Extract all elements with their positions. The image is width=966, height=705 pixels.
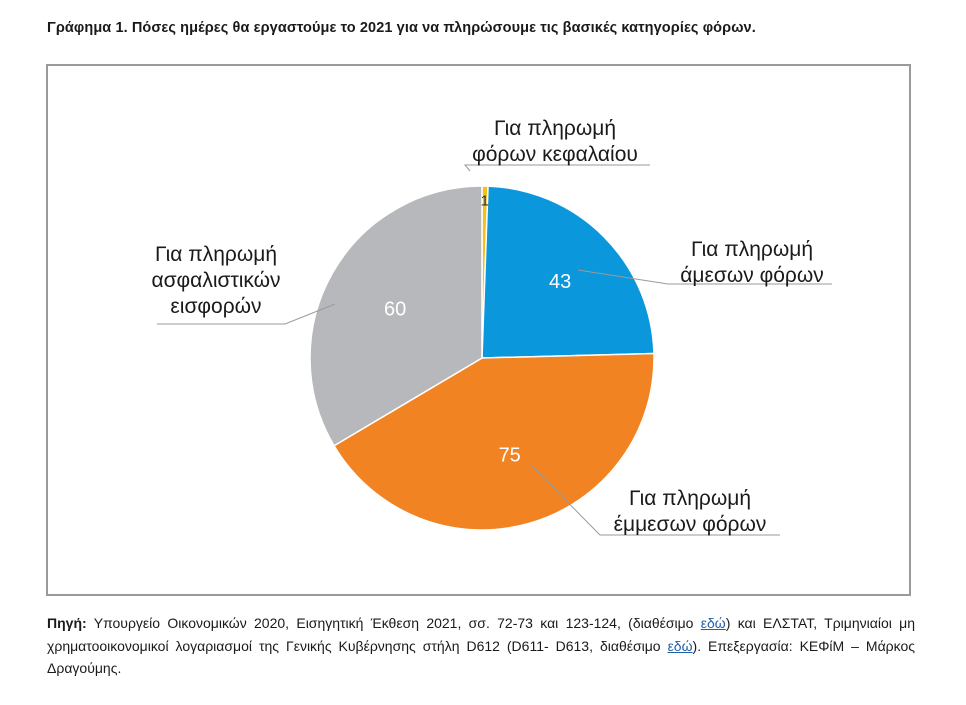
source-note: Πηγή: Υπουργείο Οικονομικών 2020, Εισηγη… bbox=[47, 612, 915, 680]
slice-category-label-1: Για πληρωμή άμεσων φόρων bbox=[680, 238, 823, 287]
source-link-1[interactable]: εδώ bbox=[700, 615, 726, 631]
callout-line-1 bbox=[577, 269, 832, 285]
pie-slice-2 bbox=[333, 352, 655, 531]
callout-line-0 bbox=[463, 164, 650, 172]
source-lead: Πηγή: bbox=[47, 615, 87, 631]
slice-value-label-2: 75 bbox=[499, 444, 521, 466]
source-text-1: Υπουργείο Οικονομικών 2020, Εισηγητική Έ… bbox=[86, 615, 701, 631]
slice-value-label-0: 1 bbox=[481, 192, 489, 209]
slice-value-label-1: 43 bbox=[549, 271, 571, 293]
source-link-2[interactable]: εδώ bbox=[667, 637, 693, 654]
source-text-3: ). Επεξεργασία: ΚΕΦίΜ – Μάρκος Δραγούμης… bbox=[47, 637, 915, 677]
slice-value-label-3: 60 bbox=[384, 299, 406, 321]
chart-frame bbox=[46, 64, 911, 596]
pie-slice-1 bbox=[481, 185, 655, 359]
slice-category-label-3: Για πληρωμή ασφαλιστικών εισφορών bbox=[151, 243, 280, 318]
source-text-2: ) και ΕΛΣΤΑΤ, Τριμηνιαίοι μη χρηματοοικο… bbox=[47, 615, 915, 654]
callout-line-2 bbox=[531, 465, 780, 536]
pie-slice-3 bbox=[309, 185, 483, 447]
slice-category-label-2: Για πληρωμή έμμεσων φόρων bbox=[614, 487, 767, 536]
callout-line-3 bbox=[157, 303, 336, 325]
chart-heading: Γράφημα 1. Πόσες ημέρες θα εργαστούμε το… bbox=[47, 20, 756, 36]
slice-category-label-0: Για πληρωμή φόρων κεφαλαίου bbox=[472, 117, 638, 166]
